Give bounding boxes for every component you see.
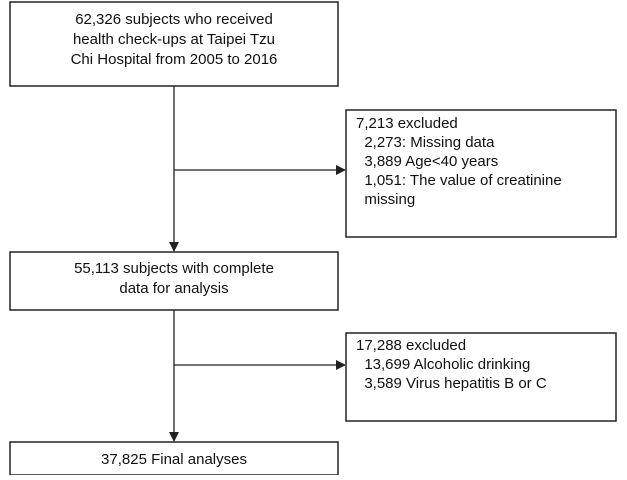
box — [9, 1, 339, 87]
box-text: 37,825 Final analyses — [101, 451, 247, 468]
box-text: 7,213 excluded — [356, 115, 458, 132]
box-text: 13,699 Alcoholic drinking — [356, 356, 530, 373]
box-text: data for analysis — [119, 280, 228, 297]
box — [345, 332, 617, 422]
box-text: 3,589 Virus hepatitis B or C — [356, 375, 547, 392]
box-text: health check-ups at Taipei Tzu — [73, 31, 275, 48]
box-text: 2,273: Missing data — [356, 134, 495, 151]
box-text: 55,113 subjects with complete — [74, 260, 274, 277]
box-text: 62,326 subjects who received — [75, 11, 273, 28]
box-text: 3,889 Age<40 years — [356, 153, 498, 170]
labels: 62,326 subjects who received health check… — [71, 11, 562, 468]
box-text: Chi Hospital from 2005 to 2016 — [71, 51, 278, 68]
box — [9, 251, 339, 311]
box-text: 17,288 excluded — [356, 337, 466, 354]
box-text: missing — [356, 191, 415, 208]
box-text: 1,051: The value of creatinine — [356, 172, 562, 189]
box — [345, 109, 617, 238]
